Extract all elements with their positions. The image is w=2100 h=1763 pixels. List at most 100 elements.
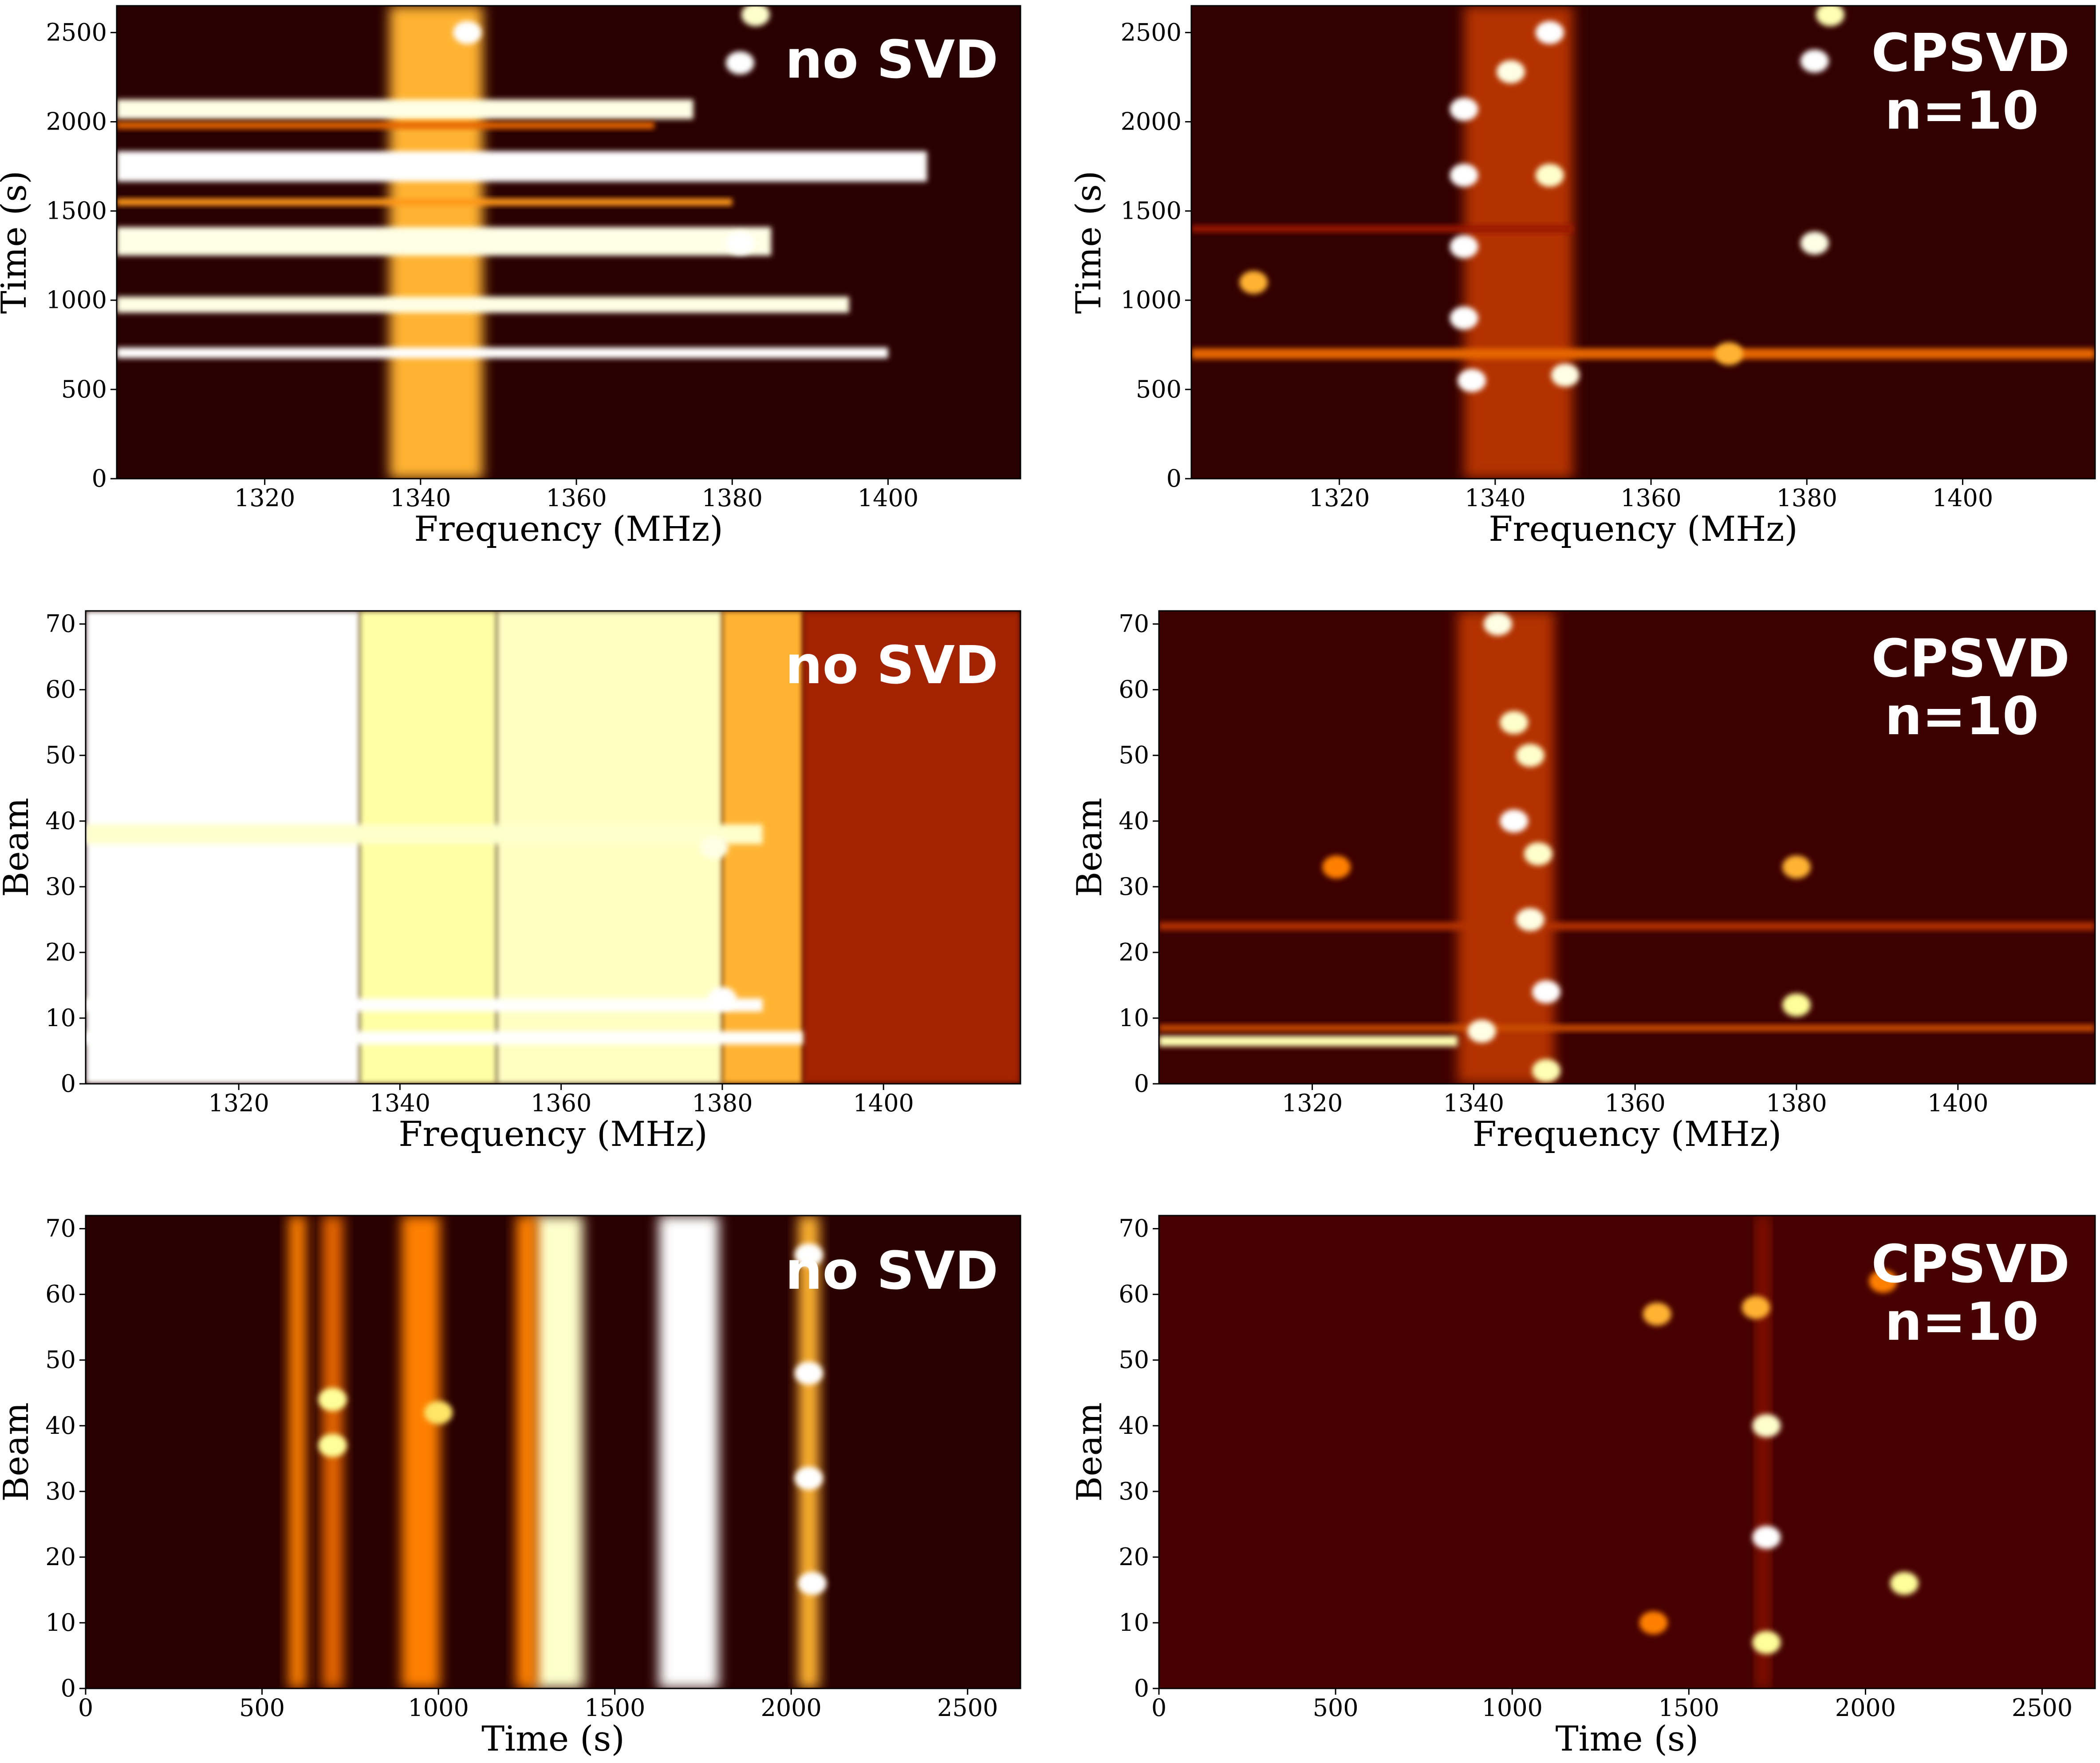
heatmap-spot: [1752, 1414, 1781, 1437]
heatmap-background: [1191, 6, 2095, 479]
x-tick-label: 1380: [692, 1089, 753, 1117]
y-tick-label: 20: [45, 938, 76, 966]
panel-6: 0 500 1000 1500 2000 2500 0 10 20 30 40 50 60 70 Time …: [1070, 1215, 2096, 1759]
heatmap-spot: [794, 1243, 823, 1267]
heatmap: [86, 611, 1020, 1084]
heatmap-background: [1159, 1216, 2095, 1688]
x-tick-label: 1500: [1659, 1694, 1719, 1722]
y-tick-label: 60: [1119, 676, 1149, 704]
heatmap-band: [659, 1216, 719, 1688]
heatmap-spot: [1496, 60, 1525, 83]
y-tick-label: 1500: [46, 197, 107, 225]
x-axis-label: Frequency (MHz): [1489, 509, 1798, 549]
x-tick-label: 2000: [1835, 1694, 1896, 1722]
x-tick-label: 1320: [208, 1089, 269, 1117]
heatmap-spot: [1483, 612, 1512, 636]
heatmap-spot: [1322, 855, 1351, 879]
x-tick-label: 2500: [2012, 1694, 2072, 1722]
heatmap-spot: [700, 836, 729, 859]
panel-5: 0 500 1000 1500 2000 2500 0 10 20 30 40 50 60 70 Time …: [0, 1215, 1021, 1759]
heatmap-row: [117, 198, 733, 206]
heatmap-spot: [708, 987, 737, 1010]
y-tick-label: 70: [1119, 1215, 1149, 1243]
y-tick-label: 10: [45, 1609, 76, 1637]
heatmap-spot: [1458, 369, 1486, 392]
heatmap-spot: [794, 1362, 823, 1385]
panel-annotation: CPSVD: [1871, 22, 2070, 83]
heatmap-band: [288, 1216, 306, 1688]
y-tick-label: 50: [1119, 1346, 1149, 1374]
heatmap-row: [1191, 348, 2095, 359]
y-tick-label: 2500: [46, 18, 107, 46]
y-tick-label: 30: [45, 873, 76, 901]
y-tick-label: 50: [45, 741, 76, 769]
panel-annotation: n=10: [1885, 1291, 2039, 1352]
heatmap-spot: [424, 1401, 453, 1425]
x-tick-label: 2500: [937, 1694, 998, 1722]
panel-annotation: no SVD: [785, 1240, 998, 1301]
x-tick-label: 0: [78, 1694, 93, 1722]
y-tick-label: 10: [1119, 1609, 1149, 1637]
y-tick-label: 70: [45, 1215, 76, 1243]
x-tick-label: 1320: [1282, 1089, 1343, 1117]
heatmap-spot: [1782, 993, 1811, 1017]
y-tick-label: 0: [61, 1674, 76, 1702]
heatmap: [86, 1216, 1020, 1688]
axes-frame: [1158, 610, 2096, 1085]
heatmap-row: [117, 99, 693, 119]
panel-2: 1320 1340 1360 1380 1400 0 500 1000 1500 2000 2500…: [1069, 5, 2096, 549]
y-tick-label: 0: [92, 464, 107, 492]
y-tick-label: 2000: [46, 107, 107, 135]
y-tick-label: 50: [45, 1346, 76, 1374]
y-tick-label: 20: [1119, 938, 1149, 966]
x-axis-label: Frequency (MHz): [1473, 1114, 1782, 1154]
x-tick-label: 1320: [234, 484, 295, 512]
heatmap-band: [1464, 6, 1573, 479]
panel-annotation: n=10: [1885, 685, 2039, 747]
axes-frame: [1190, 5, 2096, 480]
heatmap-spot: [1516, 908, 1544, 931]
x-tick-label: 1340: [390, 484, 451, 512]
axes-frame: [1158, 1215, 2096, 1689]
y-tick-label: 0: [1134, 1674, 1149, 1702]
panel-annotation: CPSVD: [1871, 628, 2070, 689]
heatmap-row: [117, 227, 772, 256]
heatmap-spot: [725, 51, 754, 75]
heatmap-row: [86, 1031, 803, 1045]
axes-frame: [85, 610, 1021, 1085]
x-tick-label: 1340: [1465, 484, 1525, 512]
y-tick-label: 40: [45, 1412, 76, 1440]
x-tick-label: 1000: [408, 1694, 469, 1722]
heatmap-spot: [725, 232, 754, 255]
heatmap-spot: [1239, 271, 1268, 294]
heatmap: [1191, 6, 2095, 479]
heatmap-spot: [1869, 1270, 1898, 1293]
x-tick-label: 1400: [858, 484, 918, 512]
panel-annotation: CPSVD: [1871, 1233, 2070, 1295]
y-tick-label: 40: [1119, 1412, 1149, 1440]
panel-3: 1320 1340 1360 1380 1400 0 10 20 30 40 50 60 70 Frequ…: [0, 610, 1021, 1154]
y-axis-label: Beam: [1070, 1402, 1110, 1502]
x-tick-label: 1320: [1309, 484, 1370, 512]
y-tick-label: 30: [45, 1477, 76, 1505]
y-tick-label: 60: [1119, 1280, 1149, 1308]
heatmap-row: [1159, 922, 2095, 930]
x-tick-label: 1000: [1482, 1694, 1543, 1722]
heatmap-spot: [1816, 6, 1844, 27]
heatmap-column: [86, 611, 360, 1084]
x-tick-label: 1380: [702, 484, 763, 512]
axes-frame: [85, 1215, 1021, 1689]
panel-annotation: n=10: [1885, 80, 2039, 141]
y-tick-label: 60: [45, 1280, 76, 1308]
x-tick-label: 1340: [1443, 1089, 1504, 1117]
y-axis-label: Time (s): [1069, 171, 1109, 314]
y-tick-label: 70: [1119, 610, 1149, 638]
x-tick-label: 1360: [531, 1089, 591, 1117]
heatmap-spot: [1643, 1303, 1671, 1326]
heatmap-spot: [1782, 855, 1811, 879]
x-tick-label: 1360: [546, 484, 607, 512]
heatmap-band: [533, 1216, 583, 1688]
heatmap-spot: [1500, 711, 1529, 734]
x-axis-label: Time (s): [481, 1719, 625, 1759]
